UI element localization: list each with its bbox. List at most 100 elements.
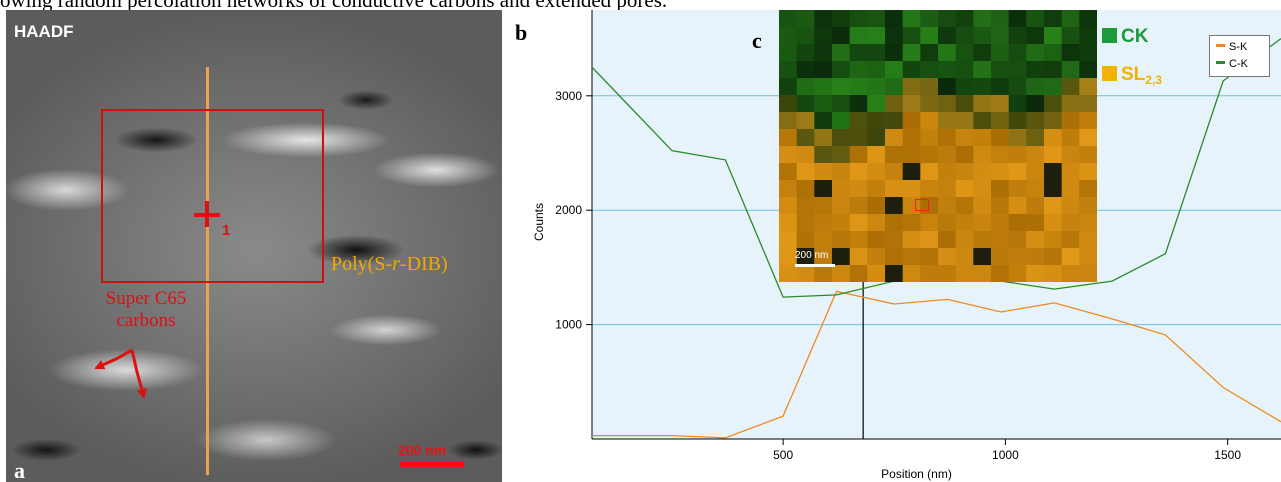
map-pixel <box>991 10 1010 28</box>
map-pixel <box>1026 27 1045 45</box>
map-pixel <box>902 248 921 266</box>
map-pixel <box>902 163 921 181</box>
map-pixel <box>796 231 815 249</box>
map-pixel <box>991 180 1010 198</box>
map-pixel <box>885 163 904 181</box>
map-pixel <box>938 95 957 113</box>
map-pixel <box>885 180 904 198</box>
carbon-arrows <box>94 348 147 399</box>
map-pixel <box>885 27 904 45</box>
map-pixel <box>1061 78 1080 96</box>
map-pixel <box>1008 95 1027 113</box>
map-pixel <box>814 180 833 198</box>
map-pixel <box>955 10 974 28</box>
sl-swatch <box>1102 66 1117 81</box>
map-pixel <box>867 112 886 130</box>
map-pixel <box>779 61 798 79</box>
map-pixel <box>779 163 798 181</box>
map-pixel <box>1079 214 1097 232</box>
map-pixel <box>1008 61 1027 79</box>
map-pixel <box>796 44 815 62</box>
map-pixel <box>1008 265 1027 282</box>
map-pixel <box>1008 248 1027 266</box>
map-pixel <box>973 44 992 62</box>
map-pixel <box>867 146 886 164</box>
map-pixel <box>796 10 815 28</box>
map-pixel <box>779 231 798 249</box>
map-pixel <box>796 214 815 232</box>
mapping-region-box <box>101 109 324 283</box>
map-pixel <box>867 95 886 113</box>
map-pixel <box>938 112 957 130</box>
map-pixel <box>867 27 886 45</box>
map-pixel <box>938 197 957 215</box>
map-pixel <box>991 61 1010 79</box>
map-pixel <box>814 61 833 79</box>
map-pixel <box>1008 78 1027 96</box>
map-pixel <box>814 248 833 266</box>
matrix-label: Poly(S-r-DIB) <box>331 253 448 276</box>
map-pixel <box>1061 197 1080 215</box>
map-pixel <box>814 163 833 181</box>
map-pixel <box>849 78 868 96</box>
map-pixel <box>1079 265 1097 282</box>
map-pixel <box>814 265 833 282</box>
map-pixel <box>1026 180 1045 198</box>
map-pixel <box>796 95 815 113</box>
map-pixel <box>1061 61 1080 79</box>
map-pixel <box>1079 231 1097 249</box>
map-pixel <box>779 78 798 96</box>
map-pixel <box>849 61 868 79</box>
map-pixel <box>973 78 992 96</box>
map-pixel <box>902 10 921 28</box>
haadf-image-panel: HAADF 1 Poly(S-r-DIB) Super C65 carbons … <box>6 10 502 482</box>
map-pixel <box>1008 27 1027 45</box>
map-pixel <box>991 265 1010 282</box>
x-tick-label: 500 <box>773 448 793 462</box>
map-pixel <box>849 248 868 266</box>
scale-bar-a-label: 200 nm <box>398 442 447 458</box>
map-pixel <box>832 10 851 28</box>
map-pixel <box>1044 180 1063 198</box>
map-pixel <box>849 129 868 147</box>
map-pixel <box>1079 95 1097 113</box>
map-pixel <box>885 146 904 164</box>
map-pixel <box>920 214 939 232</box>
map-pixel <box>779 146 798 164</box>
map-pixel <box>1044 248 1063 266</box>
map-pixel <box>1061 129 1080 147</box>
map-pixel <box>973 10 992 28</box>
map-pixel <box>938 78 957 96</box>
map-pixel <box>796 146 815 164</box>
map-pixel <box>973 231 992 249</box>
map-pixel <box>814 129 833 147</box>
map-pixel <box>779 10 798 28</box>
map-pixel <box>1008 231 1027 249</box>
map-legend-sl: SL2,3 <box>1102 64 1162 87</box>
map-pixel <box>938 265 957 282</box>
map-pixel <box>885 248 904 266</box>
map-pixel <box>955 163 974 181</box>
legend-item-s-k: S-K <box>1216 41 1247 55</box>
map-pixel <box>955 95 974 113</box>
legend-s-k-label: S-K <box>1229 41 1248 53</box>
map-pixel <box>885 197 904 215</box>
map-pixel <box>849 95 868 113</box>
matrix-label-post: -DIB) <box>399 253 448 275</box>
map-pixel <box>832 61 851 79</box>
map-pixel <box>1044 146 1063 164</box>
map-pixel <box>1061 231 1080 249</box>
map-pixel <box>1079 78 1097 96</box>
map-pixel <box>867 180 886 198</box>
map-pixel <box>991 214 1010 232</box>
map-pixel <box>832 95 851 113</box>
map-pixel <box>955 146 974 164</box>
map-pixel <box>885 112 904 130</box>
map-pixel <box>832 231 851 249</box>
chart-legend: S-K C-K <box>1209 35 1270 77</box>
map-pixel <box>1079 180 1097 198</box>
map-pixel <box>867 44 886 62</box>
map-pixel <box>849 214 868 232</box>
map-pixel <box>814 10 833 28</box>
map-pixel <box>832 78 851 96</box>
